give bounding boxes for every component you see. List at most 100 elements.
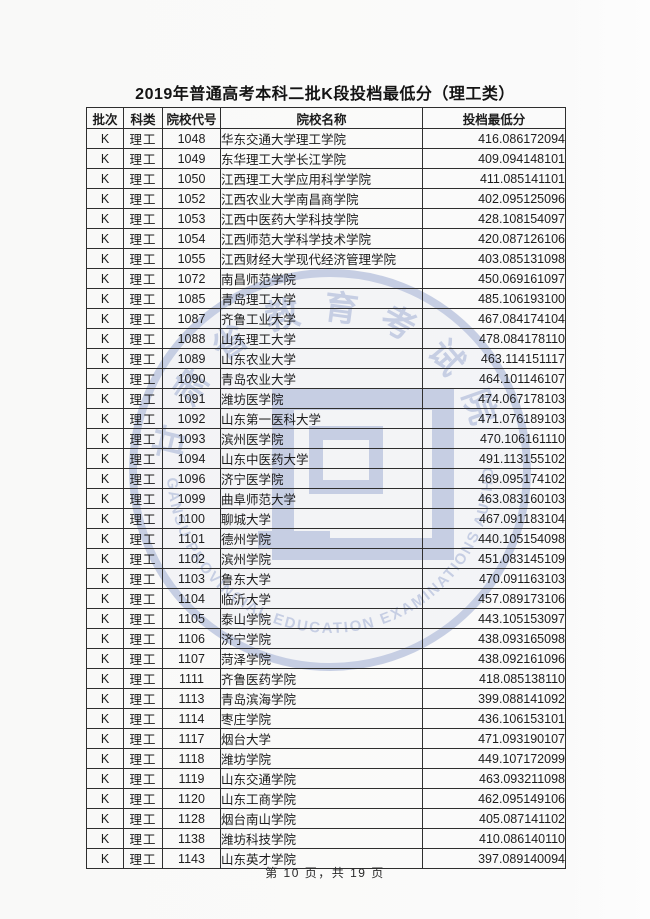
cell-min-score: 402.095125096 [422, 188, 566, 209]
table-row: K 理工 1087 齐鲁工业大学 467.084174104 [86, 308, 566, 329]
cell-batch: K [86, 368, 124, 389]
cell-subject-category: 理工 [123, 428, 163, 449]
cell-college-name: 临沂大学 [220, 588, 423, 609]
cell-subject-category: 理工 [123, 468, 163, 489]
cell-min-score: 436.106153101 [422, 708, 566, 729]
cell-subject-category: 理工 [123, 628, 163, 649]
cell-subject-category: 理工 [123, 588, 163, 609]
table-row: K 理工 1103 鲁东大学 470.091163103 [86, 568, 566, 589]
cell-subject-category: 理工 [123, 528, 163, 549]
table-row: K 理工 1100 聊城大学 467.091183104 [86, 508, 566, 529]
cell-min-score: 428.108154097 [422, 208, 566, 229]
cell-college-name: 枣庄学院 [220, 708, 423, 729]
cell-college-code: 1092 [162, 408, 221, 429]
cell-batch: K [86, 748, 124, 769]
cell-college-code: 1105 [162, 608, 221, 629]
cell-subject-category: 理工 [123, 348, 163, 369]
cell-batch: K [86, 248, 124, 269]
cell-min-score: 471.093190107 [422, 728, 566, 749]
cell-college-name: 江西财经大学现代经济管理学院 [220, 248, 423, 269]
cell-college-code: 1096 [162, 468, 221, 489]
cell-min-score: 438.092161096 [422, 648, 566, 669]
cell-min-score: 397.089140094 [422, 848, 566, 869]
cell-batch: K [86, 228, 124, 249]
cell-min-score: 469.095174102 [422, 468, 566, 489]
cell-batch: K [86, 608, 124, 629]
cell-college-name: 江西农业大学南昌商学院 [220, 188, 423, 209]
cell-college-name: 江西师范大学科学技术学院 [220, 228, 423, 249]
cell-min-score: 471.076189103 [422, 408, 566, 429]
cell-subject-category: 理工 [123, 388, 163, 409]
cell-batch: K [86, 468, 124, 489]
cell-college-name: 潍坊学院 [220, 748, 423, 769]
table-row: K 理工 1111 齐鲁医药学院 418.085138110 [86, 668, 566, 689]
cell-batch: K [86, 348, 124, 369]
scores-table: 批次 科类 院校代号 院校名称 投档最低分 K 理工 1048 华东交通大学理工学院 416.0… [86, 107, 566, 869]
cell-college-code: 1090 [162, 368, 221, 389]
cell-min-score: 462.095149106 [422, 788, 566, 809]
table-row: K 理工 1117 烟台大学 471.093190107 [86, 728, 566, 749]
cell-college-name: 山东英才学院 [220, 848, 423, 869]
cell-batch: K [86, 488, 124, 509]
cell-subject-category: 理工 [123, 308, 163, 329]
cell-college-code: 1103 [162, 568, 221, 589]
cell-college-code: 1143 [162, 848, 221, 869]
cell-college-code: 1091 [162, 388, 221, 409]
table-row: K 理工 1118 潍坊学院 449.107172099 [86, 748, 566, 769]
cell-college-code: 1094 [162, 448, 221, 469]
table-row: K 理工 1104 临沂大学 457.089173106 [86, 588, 566, 609]
column-header-batch: 批次 [86, 107, 124, 129]
table-row: K 理工 1089 山东农业大学 463.114151117 [86, 348, 566, 369]
cell-subject-category: 理工 [123, 288, 163, 309]
cell-min-score: 467.084174104 [422, 308, 566, 329]
cell-college-name: 聊城大学 [220, 508, 423, 529]
cell-college-code: 1052 [162, 188, 221, 209]
cell-batch: K [86, 288, 124, 309]
cell-batch: K [86, 188, 124, 209]
table-row: K 理工 1052 江西农业大学南昌商学院 402.095125096 [86, 188, 566, 209]
cell-college-name: 江西理工大学应用科学学院 [220, 168, 423, 189]
cell-batch: K [86, 688, 124, 709]
cell-college-name: 山东中医药大学 [220, 448, 423, 469]
table-row: K 理工 1120 山东工商学院 462.095149106 [86, 788, 566, 809]
cell-subject-category: 理工 [123, 508, 163, 529]
cell-college-code: 1128 [162, 808, 221, 829]
cell-college-code: 1099 [162, 488, 221, 509]
cell-subject-category: 理工 [123, 668, 163, 689]
cell-min-score: 463.114151117 [422, 348, 566, 369]
cell-college-name: 滨州医学院 [220, 428, 423, 449]
table-row: K 理工 1091 潍坊医学院 474.067178103 [86, 388, 566, 409]
cell-batch: K [86, 628, 124, 649]
cell-subject-category: 理工 [123, 688, 163, 709]
table-row: K 理工 1102 滨州学院 451.083145109 [86, 548, 566, 569]
table-row: K 理工 1088 山东理工大学 478.084178110 [86, 328, 566, 349]
cell-min-score: 405.087141102 [422, 808, 566, 829]
table-row: K 理工 1050 江西理工大学应用科学学院 411.085141101 [86, 168, 566, 189]
cell-college-code: 1107 [162, 648, 221, 669]
cell-college-code: 1088 [162, 328, 221, 349]
cell-college-name: 南昌师范学院 [220, 268, 423, 289]
cell-min-score: 463.093211098 [422, 768, 566, 789]
cell-min-score: 418.085138110 [422, 668, 566, 689]
cell-college-name: 青岛滨海学院 [220, 688, 423, 709]
cell-subject-category: 理工 [123, 408, 163, 429]
cell-college-code: 1049 [162, 148, 221, 169]
column-header-subject-category: 科类 [123, 107, 163, 129]
cell-batch: K [86, 448, 124, 469]
cell-college-code: 1101 [162, 528, 221, 549]
cell-min-score: 470.091163103 [422, 568, 566, 589]
cell-college-code: 1100 [162, 508, 221, 529]
cell-subject-category: 理工 [123, 748, 163, 769]
table-row: K 理工 1053 江西中医药大学科技学院 428.108154097 [86, 208, 566, 229]
table-row: K 理工 1085 青岛理工大学 485.106193100 [86, 288, 566, 309]
cell-college-code: 1111 [162, 668, 221, 689]
cell-subject-category: 理工 [123, 268, 163, 289]
table-row: K 理工 1090 青岛农业大学 464.101146107 [86, 368, 566, 389]
table-row: K 理工 1119 山东交通学院 463.093211098 [86, 768, 566, 789]
cell-subject-category: 理工 [123, 248, 163, 269]
cell-college-name: 济宁医学院 [220, 468, 423, 489]
cell-subject-category: 理工 [123, 328, 163, 349]
cell-min-score: 438.093165098 [422, 628, 566, 649]
table-row: K 理工 1128 烟台南山学院 405.087141102 [86, 808, 566, 829]
cell-batch: K [86, 268, 124, 289]
